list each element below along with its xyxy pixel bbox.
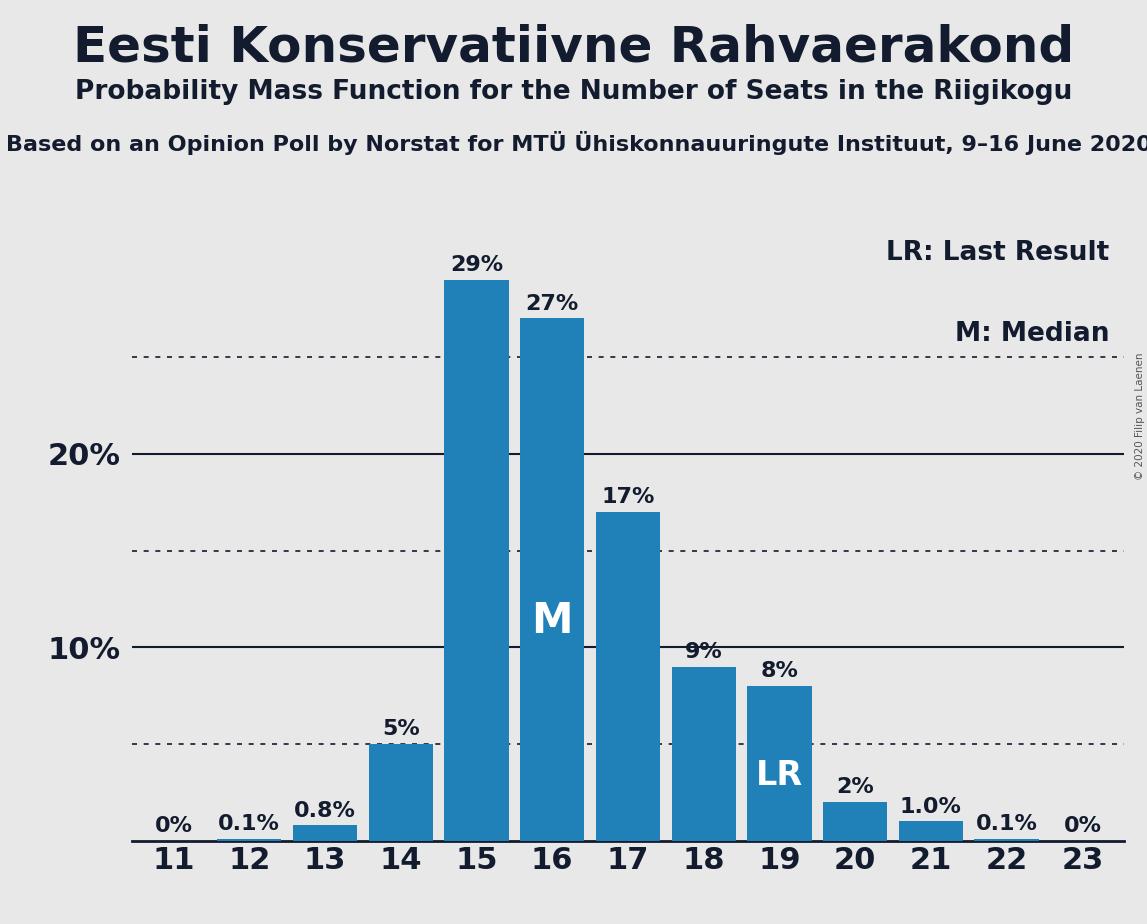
Text: 0.1%: 0.1% [218,814,280,834]
Text: 17%: 17% [601,487,655,507]
Text: 0.8%: 0.8% [294,800,356,821]
Text: 0.1%: 0.1% [976,814,1038,834]
Text: 9%: 9% [685,642,723,662]
Bar [595,512,661,841]
Bar [975,839,1039,841]
Text: M: M [531,601,574,642]
Text: 27%: 27% [525,294,579,313]
Bar [292,825,357,841]
Text: M: Median: M: Median [954,321,1109,346]
Bar [444,280,509,841]
Text: LR: LR [756,760,803,793]
Bar [671,667,736,841]
Bar [368,744,432,841]
Bar [824,802,888,841]
Text: 2%: 2% [836,777,874,797]
Text: Eesti Konservatiivne Rahvaerakond: Eesti Konservatiivne Rahvaerakond [73,23,1074,71]
Text: Based on an Opinion Poll by Norstat for MTÜ Ühiskonnauuringute Instituut, 9–16 J: Based on an Opinion Poll by Norstat for … [6,131,1147,155]
Text: Probability Mass Function for the Number of Seats in the Riigikogu: Probability Mass Function for the Number… [75,79,1072,104]
Bar [747,686,812,841]
Text: LR: Last Result: LR: Last Result [885,240,1109,266]
Bar [520,319,585,841]
Text: 0%: 0% [155,816,193,836]
Text: 5%: 5% [382,719,420,739]
Text: 8%: 8% [760,662,798,681]
Text: © 2020 Filip van Laenen: © 2020 Filip van Laenen [1134,352,1145,480]
Text: 0%: 0% [1063,816,1101,836]
Bar [899,821,963,841]
Text: 1.0%: 1.0% [900,796,962,817]
Bar [217,839,281,841]
Text: 29%: 29% [450,255,504,275]
